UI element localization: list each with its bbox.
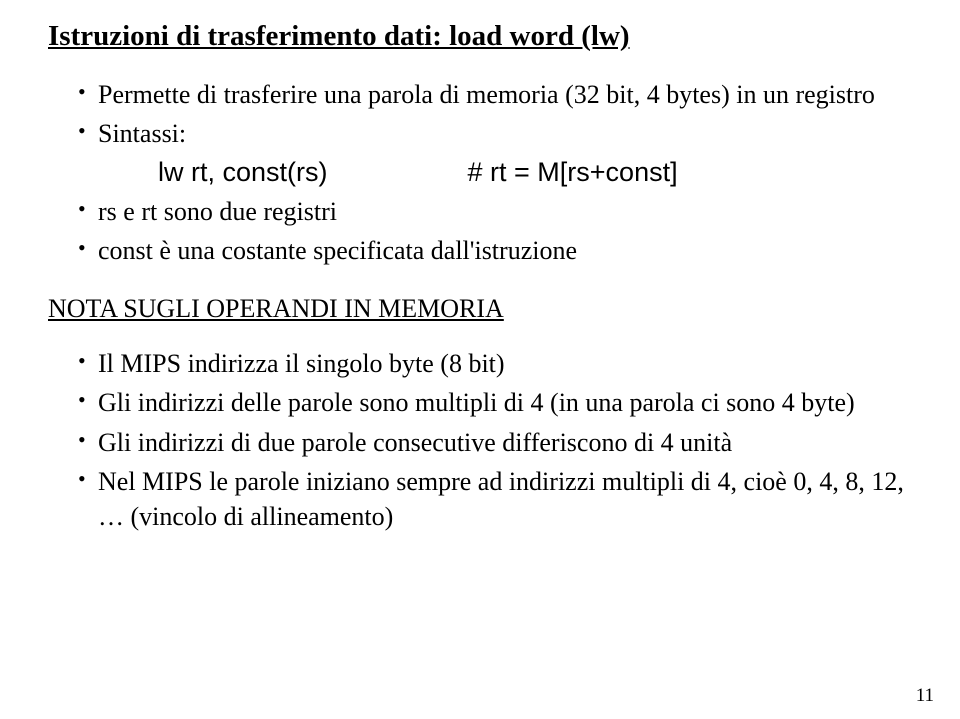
bullet-list-1b: rs e rt sono due registri const è una co… [78, 194, 912, 268]
list-item: Sintassi: [78, 116, 912, 151]
list-item: Gli indirizzi di due parole consecutive … [78, 425, 912, 460]
list-item: Il MIPS indirizza il singolo byte (8 bit… [78, 346, 912, 381]
slide-title: Istruzioni di trasferimento dati: load w… [48, 20, 912, 53]
list-item: const è una costante specificata dall'is… [78, 233, 912, 268]
syntax-line: lw rt, const(rs) # rt = M[rs+const] [158, 157, 912, 188]
bullet-list-2: Il MIPS indirizza il singolo byte (8 bit… [78, 346, 912, 533]
list-item: rs e rt sono due registri [78, 194, 912, 229]
list-item: Gli indirizzi delle parole sono multipli… [78, 385, 912, 420]
list-item: Permette di trasferire una parola di mem… [78, 77, 912, 112]
page-number: 11 [916, 685, 934, 707]
syntax-comment: # rt = M[rs+const] [468, 157, 678, 188]
list-item: Nel MIPS le parole iniziano sempre ad in… [78, 464, 912, 534]
syntax-instruction: lw rt, const(rs) [158, 157, 328, 188]
bullet-list-1: Permette di trasferire una parola di mem… [78, 77, 912, 151]
slide-page: Istruzioni di trasferimento dati: load w… [0, 0, 960, 534]
section-subheading: NOTA SUGLI OPERANDI IN MEMORIA [48, 294, 912, 324]
